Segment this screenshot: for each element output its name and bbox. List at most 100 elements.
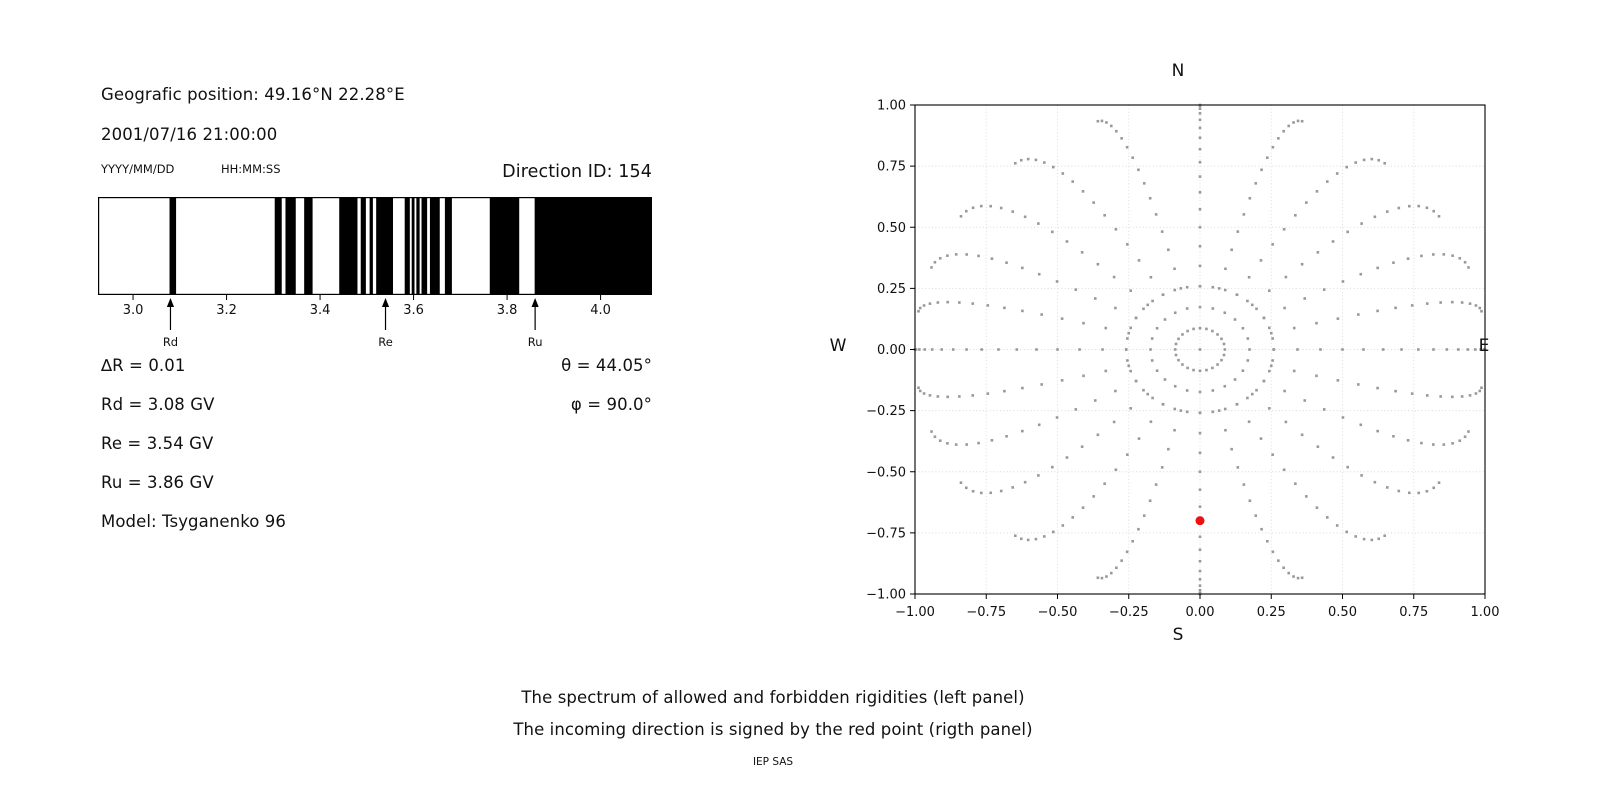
forbidden-band: [369, 197, 373, 295]
x-tick-label: 3.8: [497, 303, 518, 318]
grid-dot: [933, 435, 937, 439]
ring-dot: [1235, 403, 1239, 406]
ring-dot: [1161, 403, 1165, 406]
x-tick-label: 1.00: [1471, 605, 1500, 620]
grid-dot: [1271, 243, 1274, 246]
grid-dot: [964, 209, 968, 213]
grid-dot: [1230, 248, 1233, 252]
grid-dot: [1131, 156, 1135, 160]
grid-dot: [1479, 348, 1482, 351]
ring-dot: [1129, 326, 1132, 330]
grid-dot: [1198, 326, 1202, 330]
grid-dot: [1373, 480, 1377, 484]
grid-dot: [1074, 408, 1078, 411]
grid-dot: [1167, 248, 1170, 252]
y-tick-label: 1.00: [877, 99, 906, 114]
ring-dot: [1235, 293, 1239, 296]
grid-dot: [1300, 119, 1304, 123]
grid-dot: [1283, 389, 1286, 393]
grid-dot: [1233, 318, 1237, 321]
grid-dot: [1192, 368, 1195, 372]
grid-dot: [1292, 326, 1296, 330]
grid-dot: [922, 392, 926, 395]
grid-dot: [1354, 535, 1357, 538]
grid-dot: [1037, 222, 1040, 225]
grid-dot: [1126, 453, 1129, 456]
ring-dot: [1151, 396, 1154, 400]
grid-dot: [1173, 428, 1176, 432]
x-tick-label: 3.0: [123, 303, 144, 318]
grid-dot: [1035, 348, 1038, 351]
grid-dot: [1037, 272, 1041, 276]
compass-label-south: S: [1172, 625, 1184, 645]
grid-dot: [1061, 172, 1065, 175]
grid-dot: [1376, 386, 1379, 390]
grid-dot: [1051, 230, 1054, 234]
compass-label-west: W: [829, 336, 847, 356]
x-tick-label: −0.50: [1038, 605, 1078, 620]
grid-dot: [1376, 309, 1379, 313]
grid-dot: [1198, 305, 1202, 309]
grid-dot: [1360, 474, 1363, 477]
grid-dot: [918, 348, 921, 351]
grid-dot: [1198, 136, 1202, 140]
grid-dot: [1341, 416, 1345, 419]
grid-dot: [1359, 272, 1363, 276]
forbidden-band: [376, 197, 393, 295]
forbidden-band: [274, 197, 282, 295]
grid-dot: [1385, 210, 1389, 213]
grid-dot: [1451, 395, 1454, 399]
grid-dot: [1126, 243, 1129, 246]
grid-dot: [1360, 222, 1363, 225]
grid-dot: [1474, 304, 1478, 307]
grid-dot: [1005, 435, 1008, 438]
grid-dot: [1259, 437, 1263, 440]
grid-dot: [1457, 348, 1460, 351]
grid-dot: [1331, 240, 1335, 243]
grid-dot: [1480, 386, 1483, 390]
grid-dot: [1292, 575, 1295, 578]
grid-dot: [1417, 204, 1421, 208]
grid-dot: [1233, 378, 1237, 381]
grid-dot: [1269, 331, 1273, 335]
x-tick-label: 3.6: [403, 303, 424, 318]
grid-dot: [997, 348, 1000, 351]
grid-dot: [1137, 437, 1141, 440]
grid-dot: [1217, 409, 1221, 412]
grid-dot: [1362, 348, 1365, 351]
grid-dot: [1236, 466, 1240, 469]
grid-dot: [1040, 313, 1043, 316]
grid-dot: [1198, 191, 1202, 194]
grid-dot: [1271, 453, 1274, 456]
grid-dot: [1082, 374, 1085, 378]
grid-dot: [1377, 158, 1381, 162]
grid-dot: [1129, 407, 1133, 410]
grid-dot: [1109, 571, 1113, 575]
grid-dot: [1055, 416, 1059, 419]
grid-dot: [1160, 230, 1164, 233]
forbidden-band: [411, 197, 415, 295]
grid-dot: [971, 394, 975, 397]
forbidden-band: [444, 197, 452, 295]
grid-dot: [1198, 577, 1202, 581]
grid-dot: [930, 266, 933, 269]
grid-dot: [1205, 327, 1208, 331]
grid-dot: [1341, 280, 1345, 283]
grid-dot: [1071, 180, 1075, 183]
forbidden-band: [534, 197, 652, 295]
cutoff-arrow-label: Re: [378, 335, 393, 349]
grid-dot: [1254, 514, 1258, 517]
grid-dot: [1080, 445, 1084, 448]
ring-dot: [1211, 285, 1215, 289]
grid-dot: [971, 206, 975, 210]
ring-dot: [1246, 396, 1249, 400]
grid-dot: [1282, 468, 1286, 472]
grid-dot: [1246, 337, 1250, 340]
grid-dot: [1468, 394, 1472, 397]
grid-dot: [1303, 399, 1307, 402]
grid-dot: [1269, 364, 1273, 368]
grid-dot: [1410, 304, 1414, 307]
ring-dot: [1185, 410, 1189, 414]
grid-dot: [1437, 215, 1441, 218]
credit-text: IEP SAS: [752, 756, 794, 768]
